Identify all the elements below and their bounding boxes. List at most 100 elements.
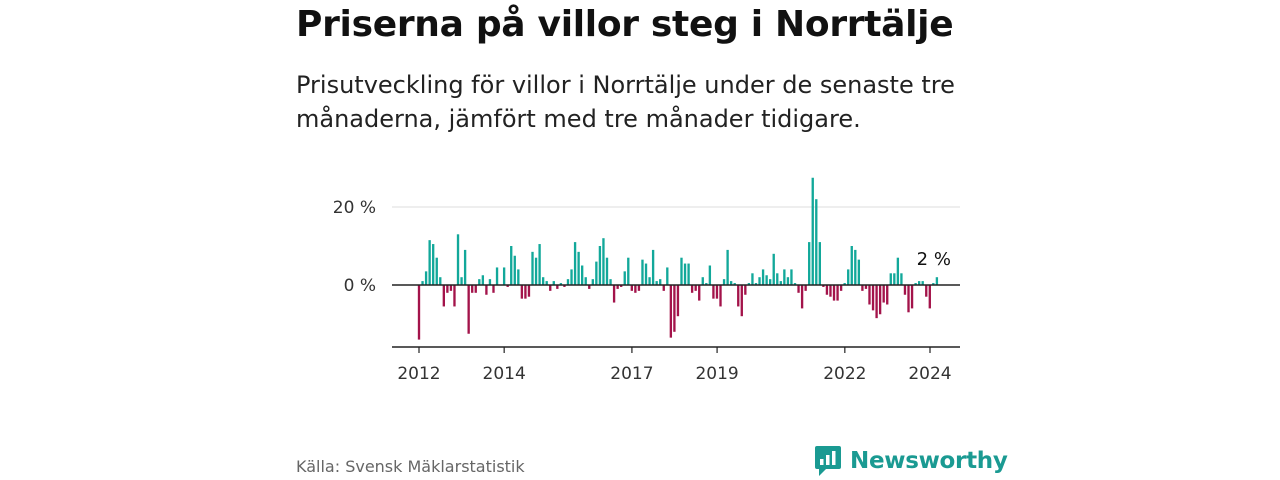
bar (825, 285, 829, 295)
bar (524, 285, 527, 299)
bar (602, 238, 605, 285)
y-tick-label: 20 % (333, 198, 376, 218)
bar (439, 277, 442, 285)
bar (641, 259, 644, 285)
bar (517, 269, 520, 285)
source-note: Källa: Svensk Mäklarstatistik (296, 457, 525, 476)
bar (591, 279, 594, 285)
bar (495, 267, 499, 285)
bar (534, 257, 538, 285)
bar (520, 285, 524, 299)
bar (598, 246, 602, 285)
bar (726, 249, 729, 285)
bar (669, 285, 673, 338)
bar (747, 283, 751, 285)
bar (467, 285, 470, 334)
bar (783, 269, 786, 285)
bar (910, 285, 914, 309)
bar (478, 279, 481, 285)
bar (698, 285, 701, 301)
bar (616, 285, 619, 289)
bar (864, 285, 868, 289)
bar (492, 285, 495, 293)
bar (900, 273, 903, 285)
bar (719, 285, 722, 307)
bar (893, 273, 896, 285)
bar (804, 285, 807, 291)
bar (527, 285, 531, 297)
bar (648, 277, 651, 285)
bar (634, 285, 637, 293)
bar (609, 279, 612, 285)
bar (772, 253, 775, 285)
axes: 0 % 20 % 2012 2014 2017 2019 2022 2024 2 % (333, 198, 960, 384)
bar (623, 271, 626, 285)
bar (733, 283, 736, 285)
bar (818, 242, 821, 285)
bar (829, 285, 832, 297)
bar (786, 277, 790, 285)
bar (680, 257, 683, 285)
bar (588, 285, 591, 289)
bar (758, 277, 761, 285)
bar (673, 285, 676, 332)
bar (815, 199, 818, 285)
bar (595, 261, 598, 285)
bar (871, 285, 875, 311)
bar (428, 240, 431, 285)
bar (556, 285, 559, 289)
brand-name: Newsworthy (850, 448, 1008, 474)
bar (545, 281, 548, 285)
bar (878, 285, 882, 315)
y-tick-label: 0 % (344, 276, 376, 296)
bar (659, 279, 662, 285)
bar (928, 285, 931, 309)
x-tick-label: 2024 (908, 364, 951, 384)
bar (907, 285, 910, 313)
bar (832, 285, 836, 301)
bar (474, 285, 477, 293)
bars (417, 177, 939, 340)
bar (676, 285, 680, 317)
bar (566, 279, 570, 285)
bar (850, 246, 853, 285)
bar (541, 277, 545, 285)
bar (463, 249, 467, 285)
bar (421, 281, 424, 285)
bar (666, 267, 669, 285)
bar (917, 281, 921, 285)
bar (836, 285, 839, 301)
bar (577, 251, 580, 285)
bar (510, 246, 513, 285)
bar (882, 285, 885, 303)
bar (485, 285, 488, 295)
bar (903, 285, 907, 295)
bar (687, 263, 690, 285)
bar (627, 257, 630, 285)
bar (651, 249, 655, 285)
bar (662, 285, 665, 291)
bar (708, 265, 712, 285)
bar (847, 269, 850, 285)
x-tick-label: 2022 (823, 364, 866, 384)
bar (779, 281, 782, 285)
bar (453, 285, 456, 307)
bar (488, 279, 492, 285)
bar (417, 285, 421, 340)
bar (581, 265, 584, 285)
bar (861, 285, 864, 291)
bar (481, 275, 485, 285)
bar (797, 285, 800, 293)
bar (868, 285, 871, 305)
bar (502, 267, 506, 285)
bar (875, 285, 878, 319)
bar (449, 285, 453, 291)
bar (839, 285, 843, 291)
bar (424, 271, 428, 285)
chart-subtitle: Prisutveckling för villor i Norrtälje un… (296, 71, 955, 133)
bar-chart: 0 % 20 % 2012 2014 2017 2019 2022 2024 2 % (333, 177, 960, 384)
bar (683, 263, 687, 285)
bar (737, 285, 740, 307)
bar (460, 277, 463, 285)
bar (776, 273, 779, 285)
